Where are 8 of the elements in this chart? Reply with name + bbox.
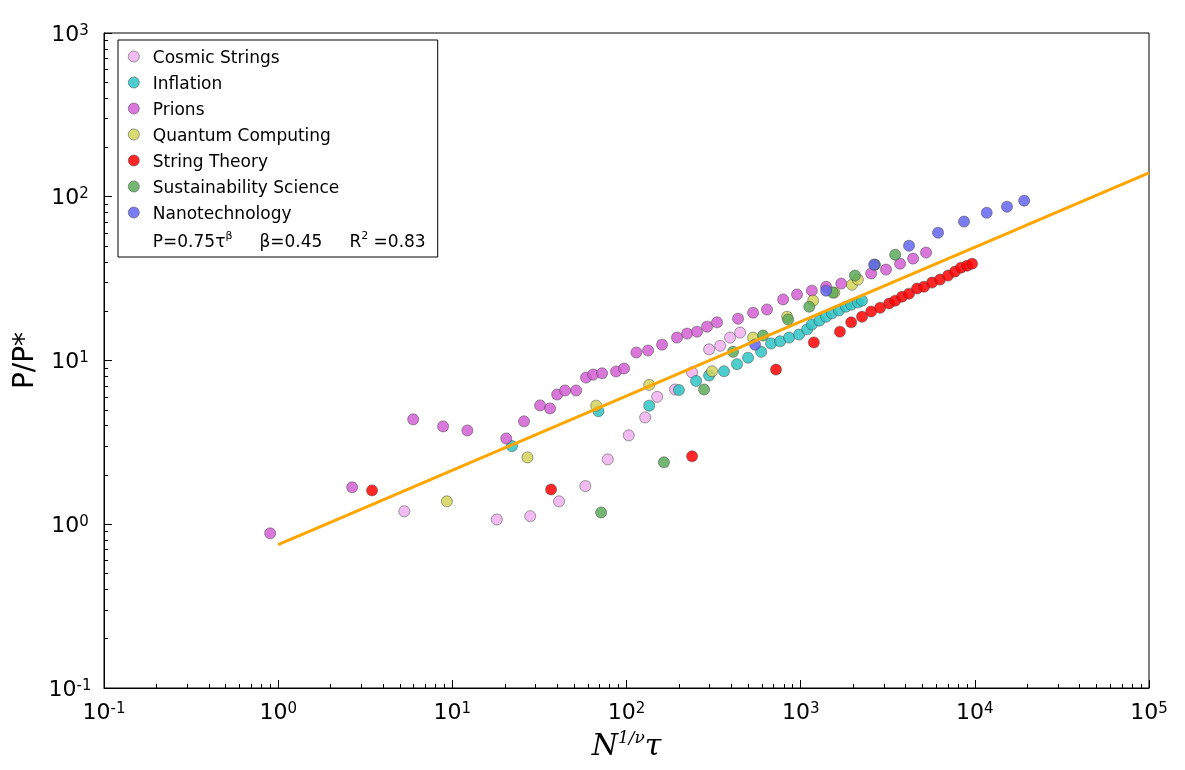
legend-label: Sustainability Science — [152, 176, 340, 197]
legend-label: Cosmic Strings — [152, 46, 280, 67]
legend-label: Quantum Computing — [152, 124, 331, 145]
y-axis-title: P/P* — [7, 331, 41, 390]
legend-label: Prions — [152, 98, 205, 119]
legend-label: String Theory — [152, 150, 269, 171]
legend-label: Nanotechnology — [152, 202, 292, 223]
legend-label: Inflation — [152, 72, 223, 93]
